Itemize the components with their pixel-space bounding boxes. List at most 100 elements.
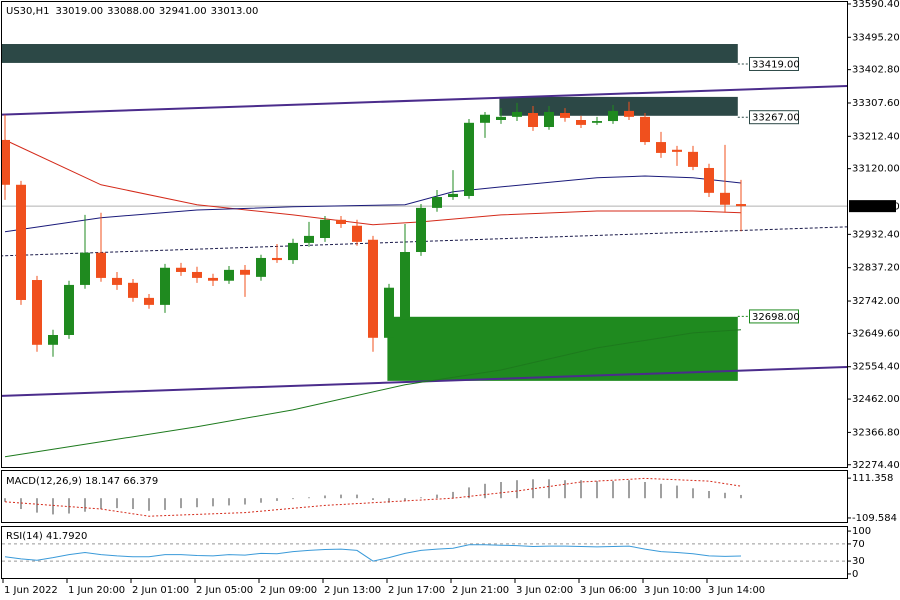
candle-body — [272, 257, 282, 261]
candle-body — [720, 192, 730, 205]
candle-body — [512, 111, 522, 117]
macd-signal — [4, 477, 742, 517]
y-tick-label: 32742.00 — [852, 296, 900, 307]
candle-body — [32, 280, 42, 345]
y-tick-label: 70 — [852, 539, 865, 550]
zone-level-label: 33267.00 — [752, 113, 800, 124]
zone — [387, 316, 738, 381]
candle-body — [224, 269, 234, 281]
x-tick-label: 1 Jun 2022 — [4, 585, 58, 596]
moving-average — [4, 139, 742, 226]
y-tick-label: 33590.40 — [852, 0, 900, 10]
candle-body — [160, 267, 170, 305]
y-tick-label: 100 — [852, 526, 871, 537]
x-tick-label: 3 Jun 02:00 — [516, 585, 573, 596]
candle-body — [16, 184, 26, 300]
candle-body — [176, 267, 186, 272]
candle-body — [736, 204, 746, 207]
y-tick-label: 32837.20 — [852, 263, 900, 274]
x-tick-label: 2 Jun 09:00 — [260, 585, 317, 596]
candle-body — [432, 197, 442, 208]
candle-body — [304, 235, 314, 243]
zone-level-label: 32698.00 — [752, 312, 800, 323]
x-tick-label: 3 Jun 10:00 — [644, 585, 701, 596]
candle-body — [240, 269, 250, 275]
moving-average — [4, 329, 742, 458]
last-price-box — [849, 200, 896, 213]
candle-body — [144, 297, 154, 305]
x-tick-label: 2 Jun 13:00 — [324, 585, 381, 596]
y-tick-label: 30 — [852, 556, 865, 567]
y-tick-label: 33495.20 — [852, 32, 900, 43]
zone — [2, 44, 738, 63]
candle-body — [256, 257, 266, 277]
rsi-title: RSI(14) 41.7920 — [6, 531, 87, 542]
close-label: 33013.00 — [211, 6, 259, 17]
candle-body — [464, 122, 474, 196]
candle-body — [320, 219, 330, 239]
y-tick-label: 32274.40 — [852, 460, 900, 471]
candle-body — [80, 252, 90, 285]
x-tick-label: 3 Jun 14:00 — [708, 585, 765, 596]
y-tick-label: 32649.60 — [852, 328, 900, 339]
candle-body — [688, 151, 698, 167]
candle-body — [400, 252, 410, 320]
candle-body — [64, 284, 74, 335]
y-tick-label: 32932.40 — [852, 229, 900, 240]
candle-body — [368, 239, 378, 338]
candle-body — [656, 142, 666, 153]
last-price-label: 33013.00 — [852, 202, 900, 213]
high-label: 33088.00 — [107, 6, 155, 17]
candle-body — [336, 219, 346, 224]
y-tick-label: 33120.00 — [852, 164, 900, 175]
x-tick-label: 2 Jun 21:00 — [452, 585, 509, 596]
y-tick-label: 32554.40 — [852, 362, 900, 373]
candle-body — [544, 111, 554, 128]
candle-body — [592, 121, 602, 123]
x-tick-label: 2 Jun 01:00 — [132, 585, 189, 596]
candle-body — [96, 252, 106, 278]
candle-body — [48, 334, 58, 345]
trendline — [2, 85, 847, 116]
y-tick-label: 0 — [852, 569, 858, 580]
y-tick-label: 33402.80 — [852, 65, 900, 76]
candle-body — [672, 149, 682, 152]
candle-body — [496, 116, 506, 121]
y-tick-label: -109.584 — [852, 513, 897, 524]
trendline — [2, 226, 847, 257]
candle-body — [560, 112, 570, 118]
x-tick-label: 2 Jun 17:00 — [388, 585, 445, 596]
candle-body — [384, 287, 394, 338]
candle-body — [128, 282, 138, 298]
x-tick-label: 2 Jun 05:00 — [196, 585, 253, 596]
candle-body — [208, 277, 218, 281]
candle-body — [624, 110, 634, 117]
x-tick-label: 3 Jun 06:00 — [580, 585, 637, 596]
x-tick-label: 1 Jun 20:00 — [68, 585, 125, 596]
main-frame — [1, 1, 848, 468]
zone-level-label: 33419.00 — [752, 59, 800, 70]
y-tick-label: 33307.60 — [852, 98, 900, 109]
rsi-panel — [2, 543, 847, 562]
macd-frame — [1, 470, 848, 523]
y-tick-label: 33212.40 — [852, 131, 900, 142]
rsi-frame — [1, 526, 848, 579]
zone-level-box — [749, 110, 799, 125]
rsi-line — [4, 544, 742, 562]
y-tick-label: 32366.80 — [852, 427, 900, 438]
zone — [499, 96, 738, 116]
candle-body — [576, 120, 586, 125]
candle-body — [480, 114, 490, 123]
candle-body — [112, 277, 122, 285]
header: US30,H1 33019.00 33088.00 32941.00 33013.00 — [6, 6, 258, 17]
candle-body — [640, 116, 650, 143]
candle-body — [448, 193, 458, 198]
open-label: 33019.00 — [55, 6, 103, 17]
candle-body — [528, 112, 538, 128]
zone-level-box — [749, 309, 799, 324]
macd-title: MACD(12,26,9) 18.147 66.379 — [6, 476, 158, 487]
macd-panel — [4, 477, 742, 517]
